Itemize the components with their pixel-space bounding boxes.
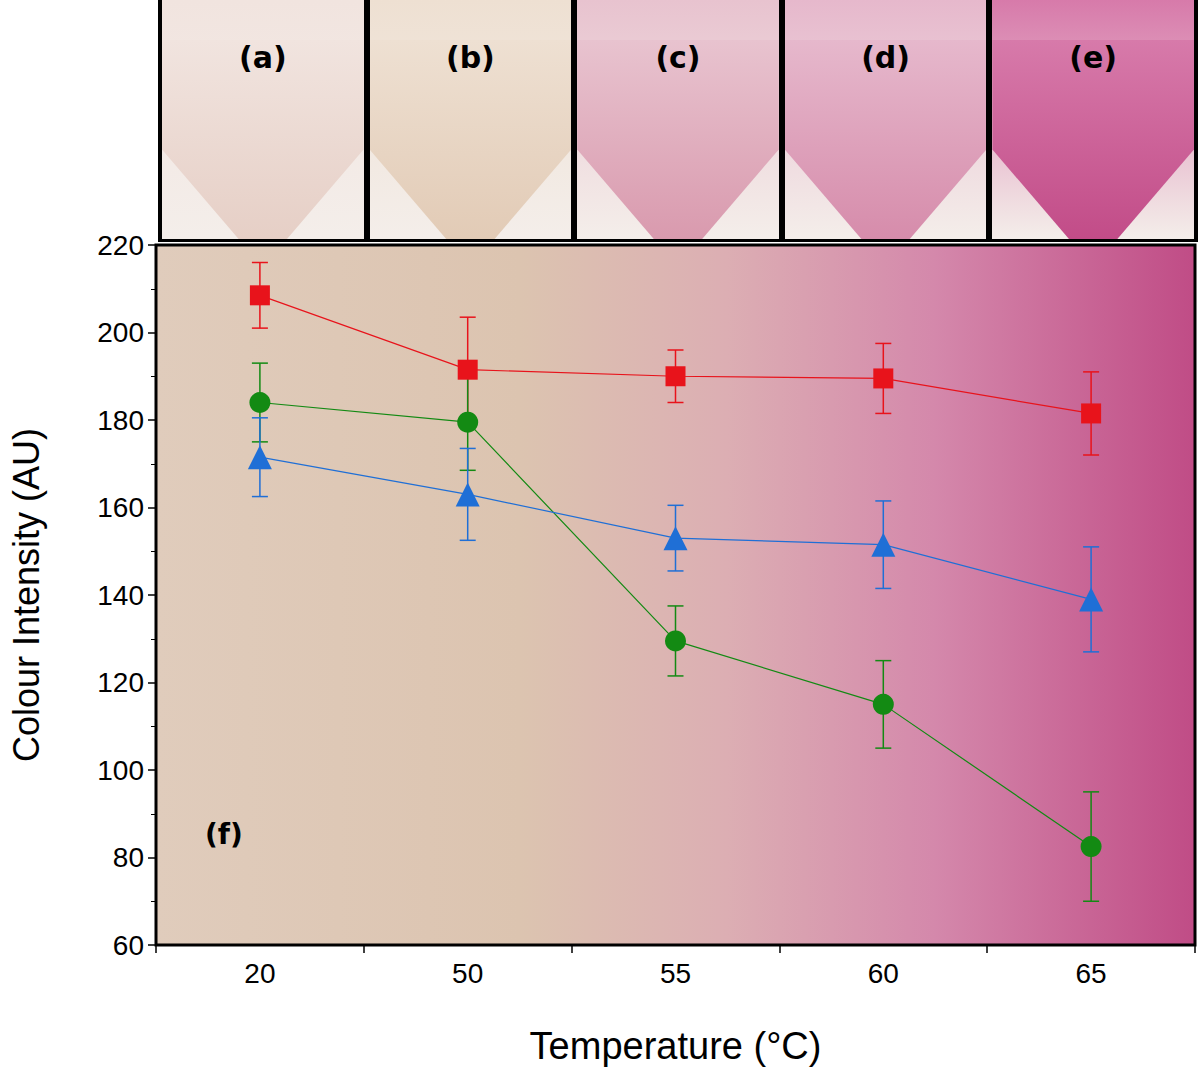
svg-text:60: 60 (113, 930, 144, 961)
html-text:(c): (c) (655, 40, 701, 75)
svg-text:Colour Intensity (AU): Colour Intensity (AU) (6, 428, 47, 762)
html-text:(b): (b) (445, 40, 495, 75)
svg-text:120: 120 (97, 667, 144, 698)
svg-text:160: 160 (97, 492, 144, 523)
svg-text:80: 80 (113, 842, 144, 873)
svg-text:55: 55 (660, 958, 691, 989)
svg-text:Temperature (°C): Temperature (°C) (530, 1025, 822, 1067)
svg-text:60: 60 (868, 958, 899, 989)
svg-text:20: 20 (244, 958, 275, 989)
html-text:(e): (e) (1069, 40, 1118, 75)
svg-text:180: 180 (97, 405, 144, 436)
svg-text:50: 50 (452, 958, 483, 989)
svg-text:200: 200 (97, 317, 144, 348)
html-text:(d): (d) (861, 40, 910, 75)
svg-text:100: 100 (97, 755, 144, 786)
svg-text:65: 65 (1076, 958, 1107, 989)
html-text:(a): (a) (239, 40, 287, 75)
svg-text:(f): (f) (205, 818, 243, 851)
svg-text:220: 220 (97, 230, 144, 261)
svg-text:140: 140 (97, 580, 144, 611)
